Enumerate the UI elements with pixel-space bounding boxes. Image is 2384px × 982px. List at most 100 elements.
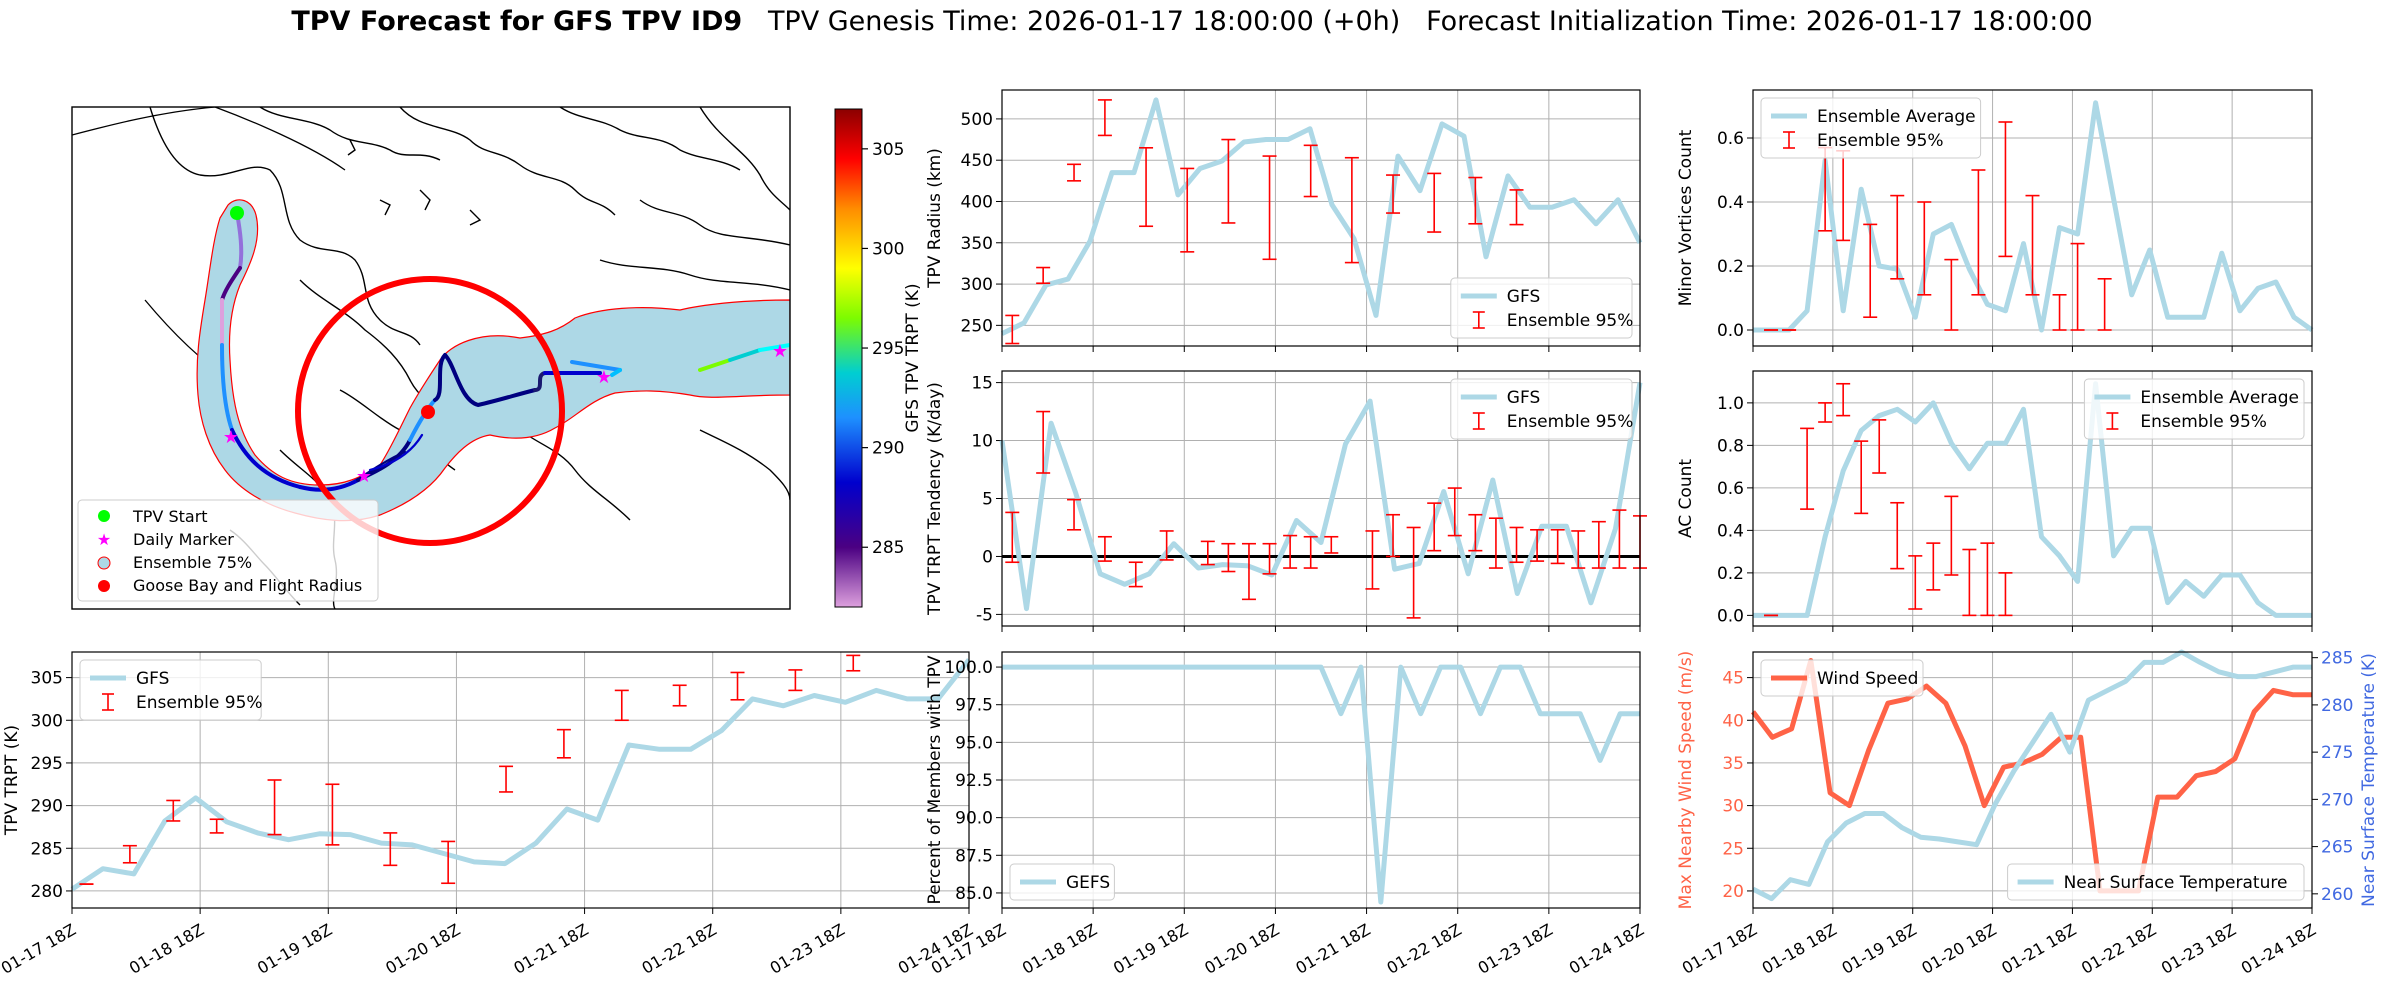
chart-members: 01-17 18Z 01-18 18Z 01-19 18Z 01-20 18Z 01-2… (925, 651, 1647, 978)
legend-label: Ensemble 95% (1817, 131, 1944, 151)
y-tick-label: 87.5 (955, 846, 993, 866)
x-tick-label: 01-20 18Z (1201, 920, 1282, 978)
y-axis-label: AC Count (1676, 459, 1696, 538)
error-bar (1067, 498, 1082, 531)
error-bar (2097, 277, 2112, 331)
error-bar (499, 765, 514, 793)
legend-frame (1760, 97, 1982, 159)
error-bar (1890, 501, 1905, 570)
legend-frame (79, 659, 262, 721)
legend-daily-label: Daily Marker (133, 530, 234, 549)
map-legend: TPV Start ★ Daily Marker Ensemble 75% Go… (77, 499, 379, 602)
error-bar (441, 840, 456, 885)
y-tick-label: 40 (1722, 711, 1744, 731)
y2-tick-label: 265 (2321, 838, 2353, 858)
colorbar-tick-label: 300 (872, 239, 904, 259)
error-bar (209, 818, 224, 834)
y-axis-label: TPV TRPT Tendency (K/day) (925, 382, 945, 616)
error-bar (1836, 382, 1851, 417)
error-bar (1036, 410, 1051, 474)
figure-title-bold: TPV Forecast for GFS TPV ID9 (291, 6, 743, 37)
legend-label: GFS (1507, 287, 1540, 307)
error-bar (1200, 540, 1215, 566)
y-tick-label: 25 (1722, 839, 1744, 859)
error-bar (1591, 520, 1606, 569)
colorbar-ticks: 285 290 295 300 305 (862, 140, 904, 558)
series-line-gfs (999, 382, 1643, 612)
y-tick-label: -5 (976, 605, 993, 625)
colorbar: 285 290 295 300 305 GFS TPV TRPT (K) (834, 108, 923, 608)
y-axis-label: TPV Radius (km) (925, 148, 945, 289)
legend-frame (1760, 659, 1924, 697)
legend-ensemble-label: Ensemble 75% (133, 553, 252, 572)
colorbar-tick-label: 295 (872, 339, 904, 359)
error-bar (2025, 194, 2040, 296)
y-tick-label: 1.0 (1717, 394, 1744, 414)
legend-label: Near Surface Temperature (2064, 873, 2288, 893)
error-bar (1550, 528, 1565, 565)
x-tick-label: 01-17 18Z (1679, 920, 1760, 978)
error-bar (1998, 572, 2013, 617)
y-tick-label: 0.4 (1717, 193, 1744, 213)
chart-legend: Ensemble Average Ensemble 95% (1760, 97, 1982, 159)
x-tick-label: 01-21 18Z (510, 920, 591, 978)
legend-start-label: TPV Start (132, 507, 208, 526)
x-tick-label: 01-22 18Z (2078, 920, 2159, 978)
y-tick-label: 0 (982, 547, 993, 567)
chart-radius: 250 300 350 400 450 500 TPV Radius (km) GFS Ense… (925, 89, 1643, 352)
plot-frame (1752, 370, 2313, 627)
error-bar (1427, 502, 1442, 552)
plot-frame (1752, 89, 2313, 347)
error-bar (1365, 530, 1380, 590)
x-tick-label: 01-21 18Z (1998, 920, 2079, 978)
colorbar-tick-label: 285 (872, 538, 904, 558)
error-bar (788, 669, 803, 692)
error-bar (1097, 99, 1112, 137)
error-bar (1468, 176, 1483, 225)
daily-marker: ★ (772, 341, 788, 362)
chart-legend: GEFS (1009, 863, 1115, 901)
legend-label: Ensemble 95% (1507, 412, 1634, 432)
error-bar (1944, 495, 1959, 576)
y-tick-label: 0.2 (1717, 564, 1744, 584)
y-tick-label: 0.2 (1717, 257, 1744, 277)
error-bar (1262, 542, 1277, 575)
y-tick-label: 450 (961, 151, 993, 171)
error-bar (1128, 561, 1143, 588)
series-line-gefs (1002, 664, 1640, 905)
y-tick-label: 290 (31, 797, 63, 817)
plot-frame (1001, 651, 1641, 909)
error-bar (614, 689, 629, 722)
error-bar (1241, 542, 1256, 601)
goose-bay-marker (421, 405, 435, 419)
y-tick-label: 295 (31, 754, 63, 774)
series-line-gfs (1000, 97, 1643, 336)
error-bar (1097, 535, 1112, 562)
chart-minor: 0.0 0.2 0.4 0.6 Minor Vortices Count Ensemble… (1676, 89, 2314, 352)
x-tick-label: 01-24 18Z (1566, 920, 1647, 978)
error-bar (1863, 223, 1878, 319)
legend-frame (1009, 863, 1115, 901)
x-tick-label: 01-22 18Z (1383, 920, 1464, 978)
error-bar (1530, 528, 1545, 562)
y-axis-label: Minor Vortices Count (1676, 129, 1696, 306)
series-line-wind-speed (1751, 658, 2312, 894)
y-tick-label: 0.6 (1717, 479, 1744, 499)
y2-tick-label: 280 (2321, 696, 2353, 716)
chart-ac: 0.0 0.2 0.4 0.6 0.8 1.0 AC Count Ensemble Avera… (1676, 370, 2313, 632)
error-bar (1468, 513, 1483, 552)
y-tick-label: 0.0 (1717, 321, 1744, 341)
x-tick-label: 01-19 18Z (254, 920, 335, 978)
error-bar (267, 779, 282, 836)
y-tick-label: 300 (961, 275, 993, 295)
error-bar (672, 684, 687, 707)
error-bar (846, 654, 861, 672)
series-line-near-surface-temperature (1751, 649, 2312, 902)
y2-tick-label: 270 (2321, 790, 2353, 810)
tpv-start-marker (230, 206, 244, 220)
legend-start-icon (98, 510, 110, 522)
plot-frame (71, 651, 970, 909)
error-bar (1283, 534, 1298, 569)
error-bar (1427, 172, 1442, 233)
